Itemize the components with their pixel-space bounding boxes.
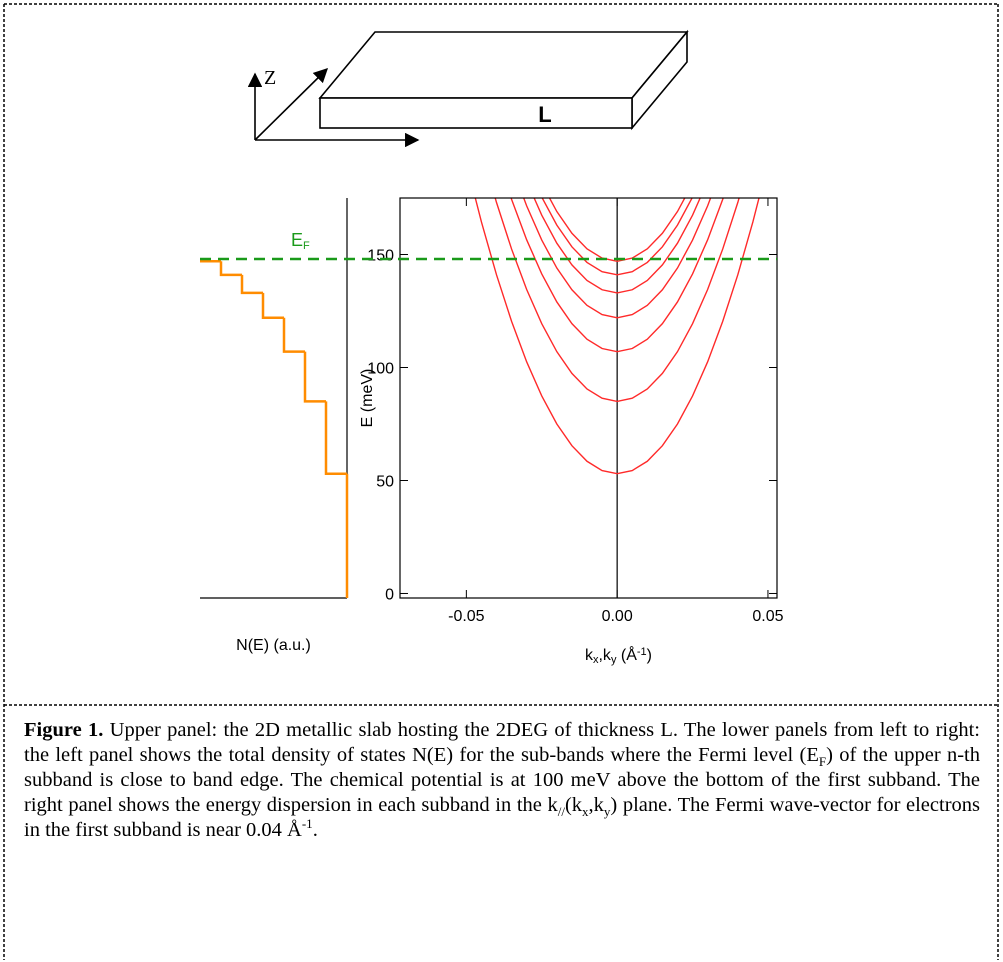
text-part: (Å — [616, 645, 637, 664]
dos-step — [303, 351, 326, 403]
caption-text: // — [557, 804, 565, 820]
caption-text: ) plane. The Fermi wave-vector for elect… — [24, 794, 980, 841]
y-tick-label: 150 — [367, 247, 394, 264]
text-part: F — [303, 240, 310, 252]
y-axis-label: E (meV) — [359, 369, 376, 428]
text-part: E — [291, 230, 303, 250]
caption-text: Figure 1. — [24, 719, 104, 741]
subband-curve — [494, 198, 740, 403]
subband-curve — [541, 198, 693, 276]
plot-frame — [399, 197, 778, 599]
subband-curve — [548, 198, 686, 262]
slab-diagram — [247, 29, 689, 148]
x-axis-label: kx,ky (Å-1) — [585, 645, 652, 666]
caption-text: x — [582, 804, 589, 820]
x-tick-label: 0.05 — [752, 608, 783, 625]
text-part: x — [593, 654, 599, 666]
caption-text: (k — [564, 794, 583, 816]
x-axis-label: N(E) (a.u.) — [236, 637, 311, 654]
dos-step — [219, 261, 242, 277]
dos-step — [261, 292, 284, 320]
dos-step — [282, 317, 305, 353]
caption-text: . — [312, 819, 318, 841]
subband-curve — [510, 198, 724, 353]
x-tick-label: 0.00 — [602, 608, 633, 625]
caption-text: ,k — [588, 794, 604, 816]
y-tick-label: 100 — [367, 360, 394, 377]
subband-curve — [533, 198, 701, 294]
subband-curve — [474, 198, 760, 475]
caption-text: Upper panel: the 2D metallic slab hostin… — [24, 719, 980, 766]
subband-curve — [522, 198, 712, 319]
dos-step — [240, 274, 263, 295]
fermi-label: EF — [291, 230, 310, 252]
y-tick-label: 0 — [385, 586, 394, 603]
y-tick-label: 50 — [376, 473, 394, 490]
text-part: ) — [647, 647, 652, 664]
x-tick-label: -0.05 — [448, 608, 485, 625]
text-part: y — [611, 654, 617, 666]
z-axis-label: Z — [264, 67, 276, 89]
page-border — [3, 3, 999, 960]
caption: Figure 1. Upper panel: the 2D metallic s… — [24, 718, 980, 843]
caption-text: F — [818, 754, 827, 770]
dos-step — [324, 401, 347, 475]
text-part: -1 — [637, 646, 647, 658]
curves — [474, 198, 760, 475]
caption-text: -1 — [301, 816, 313, 832]
text-part: ,k — [598, 647, 611, 664]
caption-text: ) of the upper n-th subband is close to … — [24, 744, 980, 816]
thickness-label: L — [538, 102, 551, 127]
text-part: k — [585, 647, 594, 664]
caption-text: y — [603, 804, 611, 820]
